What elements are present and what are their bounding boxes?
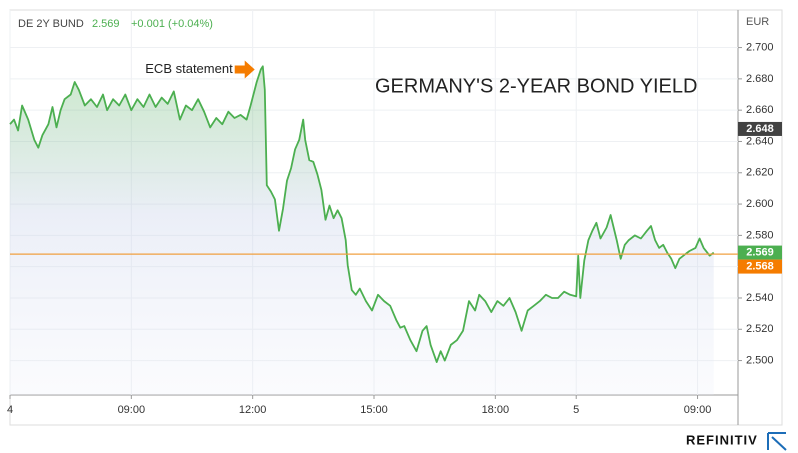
y-tick-label: 2.500 xyxy=(746,354,774,366)
y-tick-label: 2.640 xyxy=(746,135,774,147)
y-unit: EUR xyxy=(746,16,769,28)
y-tick-label: 2.600 xyxy=(746,198,774,210)
labels: 2.5002.5202.5402.5602.5802.6002.6202.640… xyxy=(7,41,782,416)
price-label-box xyxy=(738,259,782,274)
y-tick-label: 2.700 xyxy=(746,41,774,53)
y-tick-label: 2.580 xyxy=(746,229,774,241)
x-tick-label: 4 xyxy=(7,404,13,416)
y-tick-label: 2.660 xyxy=(746,104,774,116)
annotation-arrow xyxy=(234,60,255,79)
plot xyxy=(9,60,738,396)
chart-title: GERMANY'S 2-YEAR BOND YIELD xyxy=(375,75,697,97)
price-label: 2.568 xyxy=(746,260,774,272)
symbol: DE 2Y BUND xyxy=(18,18,84,30)
x-tick-label: 12:00 xyxy=(239,404,267,416)
x-tick-label: 09:00 xyxy=(118,404,146,416)
last-price: 2.569 xyxy=(92,18,120,30)
x-tick-label: 15:00 xyxy=(360,404,388,416)
x-tick-label: 5 xyxy=(573,404,579,416)
x-tick-label: 09:00 xyxy=(684,404,712,416)
y-tick-label: 2.540 xyxy=(746,292,774,304)
change: +0.001 (+0.04%) xyxy=(131,18,213,30)
y-tick-label: 2.520 xyxy=(746,323,774,335)
price-label-box xyxy=(738,245,782,260)
y-tick-label: 2.620 xyxy=(746,167,774,179)
brand-logo xyxy=(767,432,787,451)
y-tick-label: 2.680 xyxy=(746,73,774,85)
price-label: 2.648 xyxy=(746,123,774,135)
brand: REFINITIV xyxy=(686,432,758,447)
annotation: ECB statement xyxy=(145,61,233,76)
x-tick-label: 18:00 xyxy=(482,404,510,416)
area xyxy=(10,66,714,396)
line xyxy=(9,65,715,363)
price-label-box xyxy=(738,121,782,136)
price-label: 2.569 xyxy=(746,246,774,258)
